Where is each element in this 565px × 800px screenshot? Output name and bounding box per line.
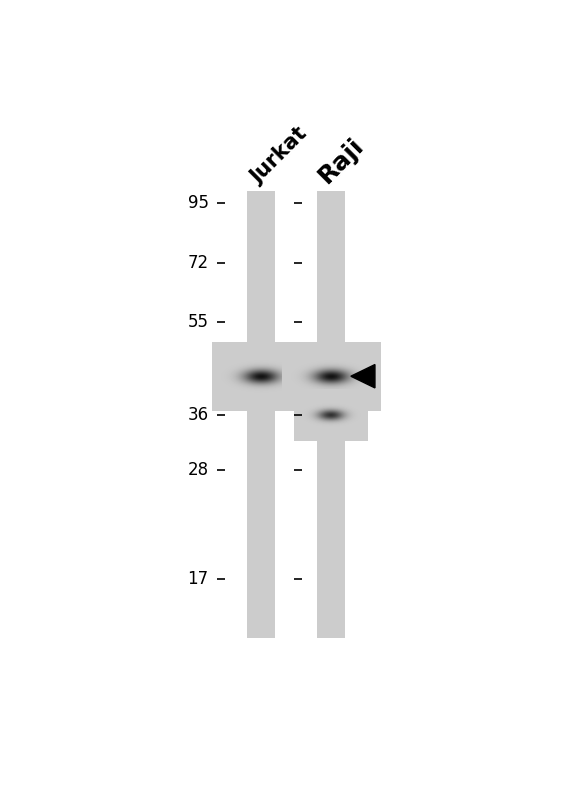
Polygon shape bbox=[351, 365, 375, 388]
Bar bbox=[247, 191, 275, 638]
Text: 95: 95 bbox=[188, 194, 208, 212]
Text: Raji: Raji bbox=[314, 134, 369, 188]
Text: Jurkat: Jurkat bbox=[247, 124, 311, 188]
Text: 17: 17 bbox=[188, 570, 208, 588]
Text: 72: 72 bbox=[188, 254, 208, 272]
Text: 28: 28 bbox=[188, 461, 208, 479]
Text: 36: 36 bbox=[188, 406, 208, 424]
Bar bbox=[317, 191, 345, 638]
Text: 55: 55 bbox=[188, 314, 208, 331]
